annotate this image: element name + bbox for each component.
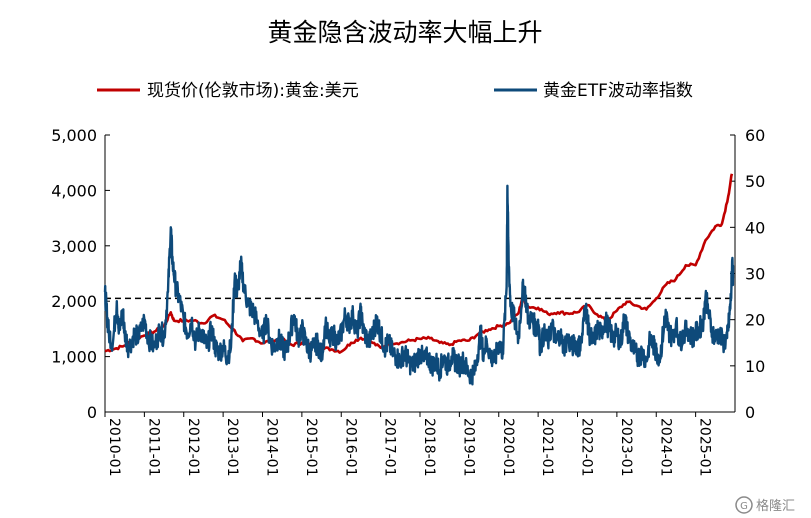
right-tick-label: 30 [745,265,765,284]
legend-label-gold-price: 现货价(伦敦市场):黄金:美元 [147,81,359,101]
series-line-gold-price [104,173,734,354]
left-tick-label: 0 [87,403,97,422]
left-axis: 0 1,000 2,000 3,000 4,000 5,000 [51,126,110,422]
right-tick-label: 10 [745,357,765,376]
left-tick-label: 5,000 [51,126,97,145]
right-axis: 0 10 20 30 40 50 60 [730,126,765,422]
legend-label-gvz: 黄金ETF波动率指数 [543,81,693,101]
x-tick-label: 2022-01 [579,418,595,477]
x-tick-label: 2025-01 [697,418,713,477]
x-axis: 2010-01 2011-01 2012-01 2013-01 2014-01 2015-… [104,411,735,477]
right-tick-label: 50 [745,172,765,191]
x-tick-label: 2016-01 [342,418,358,477]
plot-series [103,173,735,386]
series-line-gold-etf-volatility [103,184,735,386]
left-tick-label: 1,000 [51,348,97,367]
x-tick-label: 2012-01 [185,418,201,477]
left-tick-label: 3,000 [51,237,97,256]
legend: 现货价(伦敦市场):黄金:美元 黄金ETF波动率指数 [97,81,693,101]
g-logo-letter: G [740,501,748,512]
watermark: G 格隆汇 [735,496,795,514]
x-tick-label: 2014-01 [264,418,280,477]
x-tick-label: 2024-01 [657,418,673,477]
x-tick-label: 2019-01 [460,418,476,477]
x-tick-label: 2023-01 [618,418,634,477]
g-logo-icon [735,496,753,514]
left-tick-label: 2,000 [51,292,97,311]
x-tick-label: 2015-01 [303,418,319,477]
x-tick-label: 2020-01 [500,418,516,477]
right-tick-label: 60 [745,126,765,145]
x-tick-label: 2018-01 [421,418,437,477]
x-tick-label: 2010-01 [106,418,122,477]
x-tick-label: 2013-01 [224,418,240,477]
chart-title: 黄金隐含波动率大幅上升 [267,18,542,47]
right-tick-label: 20 [745,311,765,330]
right-tick-label: 40 [745,218,765,237]
x-tick-label: 2021-01 [539,418,555,477]
x-tick-label: 2017-01 [382,418,398,477]
x-tick-label: 2011-01 [145,418,161,477]
right-tick-label: 0 [745,403,755,422]
left-tick-label: 4,000 [51,181,97,200]
watermark-text: 格隆汇 [756,498,795,514]
